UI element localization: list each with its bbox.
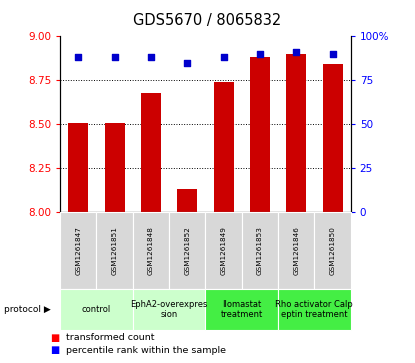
Bar	[286, 54, 306, 212]
Text: Ilomastat
treatment: Ilomastat treatment	[221, 300, 263, 319]
Text: EphA2-overexpres
sion: EphA2-overexpres sion	[130, 300, 208, 319]
Point	[220, 54, 227, 60]
Text: GSM1261851: GSM1261851	[112, 226, 117, 275]
Text: control: control	[82, 305, 111, 314]
Text: GSM1261850: GSM1261850	[330, 226, 335, 275]
Point	[148, 54, 154, 60]
Text: protocol ▶: protocol ▶	[4, 305, 51, 314]
Text: transformed count: transformed count	[66, 333, 155, 342]
Text: ■: ■	[50, 333, 59, 343]
Bar	[105, 123, 124, 212]
Point	[293, 49, 300, 55]
Bar	[322, 65, 342, 212]
Point	[111, 54, 118, 60]
Bar	[250, 57, 270, 212]
Text: GDS5670 / 8065832: GDS5670 / 8065832	[133, 13, 282, 28]
Point	[75, 54, 82, 60]
Text: GSM1261848: GSM1261848	[148, 226, 154, 275]
Text: GSM1261847: GSM1261847	[76, 226, 81, 275]
Bar	[177, 189, 197, 212]
Text: ■: ■	[50, 345, 59, 355]
Bar	[214, 82, 234, 212]
Point	[184, 60, 190, 66]
Point	[256, 51, 263, 57]
Text: GSM1261852: GSM1261852	[184, 226, 190, 275]
Text: percentile rank within the sample: percentile rank within the sample	[66, 346, 227, 355]
Text: Rho activator Calp
eptin treatment: Rho activator Calp eptin treatment	[276, 300, 353, 319]
Text: GSM1261849: GSM1261849	[221, 226, 227, 275]
Text: GSM1261846: GSM1261846	[293, 226, 299, 275]
Point	[329, 51, 336, 57]
Text: GSM1261853: GSM1261853	[257, 226, 263, 275]
Bar	[68, 123, 88, 212]
Bar	[141, 93, 161, 212]
